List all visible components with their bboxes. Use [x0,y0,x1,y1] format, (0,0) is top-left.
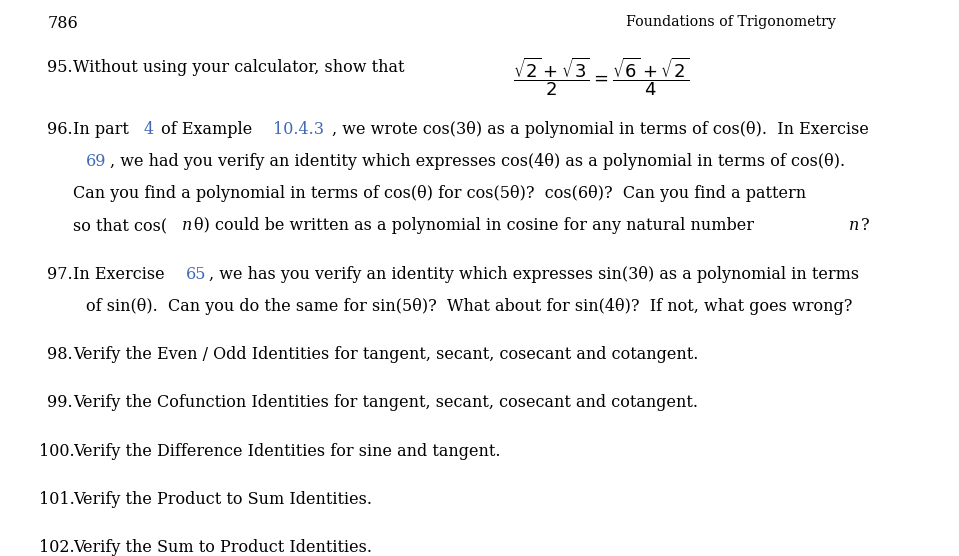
Text: $\dfrac{\sqrt{2}+\sqrt{3}}{2} = \dfrac{\sqrt{6}+\sqrt{2}}{4}$: $\dfrac{\sqrt{2}+\sqrt{3}}{2} = \dfrac{\… [513,56,689,98]
Text: , we had you verify an identity which expresses cos(4θ) as a polynomial in terms: , we had you verify an identity which ex… [110,153,845,170]
Text: 97.: 97. [47,266,73,283]
Text: 100.: 100. [38,443,75,460]
Text: 10.4.3: 10.4.3 [273,121,324,138]
Text: Foundations of Trigonometry: Foundations of Trigonometry [626,15,835,29]
Text: 786: 786 [47,15,78,32]
Text: 65: 65 [185,266,206,283]
Text: , we wrote cos(3θ) as a polynomial in terms of cos(θ).  In Exercise: , we wrote cos(3θ) as a polynomial in te… [333,121,869,138]
Text: In part: In part [73,121,134,138]
Text: 95.: 95. [47,59,73,76]
Text: 102.: 102. [38,539,75,556]
Text: , we has you verify an identity which expresses sin(3θ) as a polynomial in terms: , we has you verify an identity which ex… [209,266,859,283]
Text: 4: 4 [144,121,154,138]
Text: so that cos(: so that cos( [73,217,168,235]
Text: 96.: 96. [47,121,73,138]
Text: of Example: of Example [155,121,257,138]
Text: 101.: 101. [38,491,75,508]
Text: Verify the Difference Identities for sine and tangent.: Verify the Difference Identities for sin… [73,443,501,460]
Text: Can you find a polynomial in terms of cos(θ) for cos(5θ)?  cos(6θ)?  Can you fin: Can you find a polynomial in terms of co… [73,185,807,202]
Text: In Exercise: In Exercise [73,266,170,283]
Text: Verify the Even / Odd Identities for tangent, secant, cosecant and cotangent.: Verify the Even / Odd Identities for tan… [73,346,698,363]
Text: θ) could be written as a polynomial in cosine for any natural number: θ) could be written as a polynomial in c… [195,217,760,235]
Text: Verify the Sum to Product Identities.: Verify the Sum to Product Identities. [73,539,372,556]
Text: 69: 69 [86,153,106,170]
Text: of sin(θ).  Can you do the same for sin(5θ)?  What about for sin(4θ)?  If not, w: of sin(θ). Can you do the same for sin(5… [86,298,853,315]
Text: Verify the Cofunction Identities for tangent, secant, cosecant and cotangent.: Verify the Cofunction Identities for tan… [73,394,698,411]
Text: n: n [850,217,859,235]
Text: Without using your calculator, show that: Without using your calculator, show that [73,59,405,76]
Text: ?: ? [861,217,870,235]
Text: 98.: 98. [47,346,73,363]
Text: n: n [182,217,193,235]
Text: Verify the Product to Sum Identities.: Verify the Product to Sum Identities. [73,491,372,508]
Text: 99.: 99. [47,394,73,411]
